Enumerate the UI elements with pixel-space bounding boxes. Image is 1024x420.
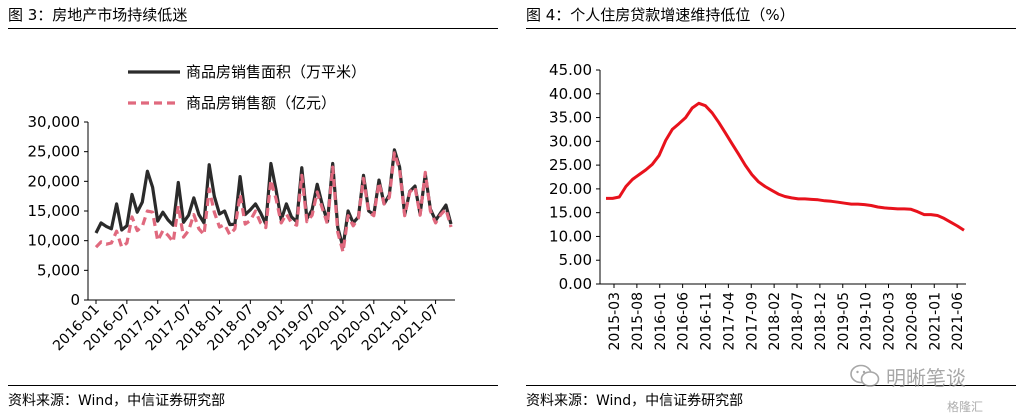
watermark-sub-text: 格隆汇	[947, 400, 984, 414]
y-tick-label: 40.00	[549, 85, 592, 103]
mortgage-growth-chart: 0.00 5.00 10.00 15.00 20.00 25.00 30.00 35.00 40…	[549, 61, 966, 351]
y-tick-label: 20.00	[549, 180, 592, 198]
x-tick-label: 2018-02	[767, 292, 783, 351]
left-figure-panel: 图 3：房地产市场持续低迷 0 5,000 10,000 15,000 20,000 25…	[8, 0, 498, 420]
y-tick-label: 15.00	[549, 204, 592, 222]
x-tick-label: 2017-04	[721, 292, 737, 351]
y-tick-label: 30.00	[549, 132, 592, 150]
x-tick-label: 2016-11	[699, 292, 715, 351]
x-tick-label: 2016-06	[676, 292, 692, 351]
x-tick-label: 2021-01	[927, 292, 943, 351]
source-rule	[8, 385, 498, 386]
x-tick-label: 2021-06	[950, 292, 966, 351]
x-tick-label: 2020-03	[882, 292, 898, 351]
x-tick-label: 2017-09	[744, 292, 760, 351]
watermark-sub: 格隆汇	[947, 398, 983, 415]
y-tick-label: 25,000	[28, 143, 81, 161]
x-tick-label: 2018-07	[790, 292, 806, 351]
legend-label: 商品房销售面积（万平米）	[186, 63, 366, 81]
series-line-sales-value	[94, 151, 453, 254]
x-tick-label: 2019-05	[836, 292, 852, 351]
x-tick-label: 2019-10	[859, 292, 875, 351]
right-figure-panel: 图 4：个人住房贷款增速维持低位（%） 0.00 5.00 10.00 15.00 20…	[526, 0, 1016, 420]
y-tick-label: 25.00	[549, 156, 592, 174]
x-tick-label: 2018-12	[813, 292, 829, 351]
series-line-mortgage-growth	[606, 101, 965, 232]
y-tick-label: 0	[70, 291, 80, 309]
x-tick-label: 2016-01	[653, 292, 669, 351]
y-tick-label: 10.00	[549, 227, 592, 245]
y-tick-label: 45.00	[549, 61, 592, 79]
y-tick-label: 10,000	[28, 232, 81, 250]
wechat-icon	[850, 364, 880, 387]
x-tick-label: 2020-08	[904, 292, 920, 351]
legend-label: 商品房销售额（亿元）	[186, 94, 336, 112]
y-tick-label: 20,000	[28, 172, 81, 190]
figure-3-source: 资料来源：Wind，中信证券研究部	[8, 393, 226, 409]
x-tick-label: 2015-08	[630, 292, 646, 351]
watermark-text: 明晰笔谈	[886, 365, 966, 390]
title-rule	[526, 28, 1016, 29]
y-tick-label: 15,000	[28, 202, 81, 220]
figure-3-title: 图 3：房地产市场持续低迷	[8, 6, 188, 24]
y-tick-label: 30,000	[28, 113, 81, 131]
y-tick-label: 5,000	[37, 261, 80, 279]
y-tick-label: 5.00	[559, 251, 592, 269]
x-tick-label: 2015-03	[607, 292, 623, 351]
figure-4-title: 图 4：个人住房贷款增速维持低位（%）	[526, 6, 795, 24]
y-tick-label: 35.00	[549, 109, 592, 127]
figure-4-source: 资料来源：Wind，中信证券研究部	[526, 393, 744, 409]
housing-market-chart: 05,00010,00015,00020,00025,00030,0002016…	[28, 63, 455, 354]
y-tick-label: 0.00	[559, 275, 592, 293]
source-rule	[526, 385, 1016, 386]
watermark: 明晰笔谈	[850, 356, 1000, 396]
title-rule	[8, 28, 498, 29]
